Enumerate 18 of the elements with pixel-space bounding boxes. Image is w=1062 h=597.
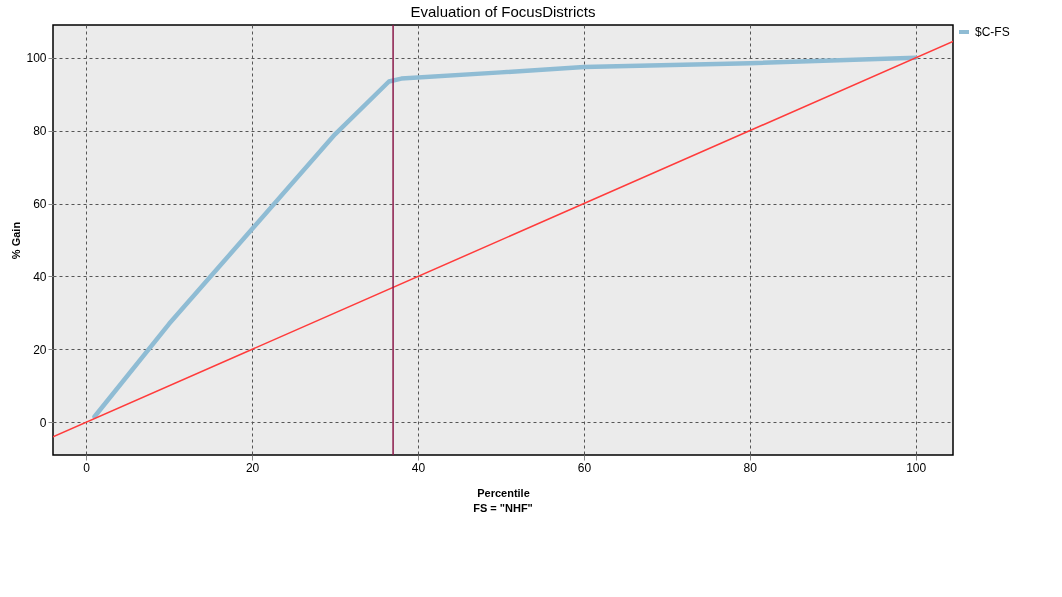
x-tick-label: 100 — [906, 460, 927, 475]
y-tick-label: 100 — [26, 51, 47, 66]
y-axis-title: % Gain — [10, 221, 23, 260]
text: FS = "NHF" — [473, 502, 533, 514]
y-tick-label: 60 — [33, 197, 47, 212]
legend-label: $C-FS — [975, 25, 1010, 39]
y-tick-label: 0 — [39, 415, 47, 430]
x-tick-label: 60 — [577, 460, 592, 475]
line-series — [92, 55, 918, 419]
x-tick-label: 20 — [245, 460, 260, 475]
x-tick-label: 0 — [83, 460, 91, 475]
y-tick-label: 20 — [33, 342, 47, 357]
x-axis-title: Percentile — [477, 486, 530, 499]
x-tick-label: 40 — [411, 460, 426, 475]
y-tick-label: 80 — [33, 124, 47, 139]
x-tick-label: 80 — [743, 460, 758, 475]
chart-title: Evaluation of FocusDistricts — [410, 3, 596, 21]
y-tick-label: 40 — [33, 269, 47, 284]
